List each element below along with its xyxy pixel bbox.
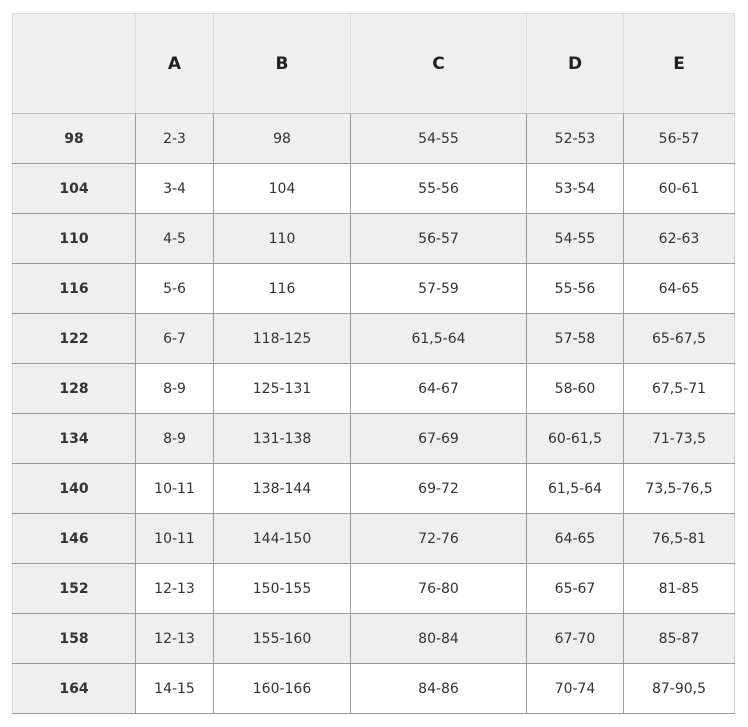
table-row: 104 3-4 104 55-56 53-54 60-61 [12, 163, 735, 214]
cell-b: 150-155 [213, 563, 351, 614]
cell-c: 69-72 [350, 463, 527, 514]
table-row: 110 4-5 110 56-57 54-55 62-63 [12, 213, 735, 264]
cell-d: 52-53 [526, 113, 624, 164]
cell-c: 54-55 [350, 113, 527, 164]
table-row: 98 2-3 98 54-55 52-53 56-57 [12, 113, 735, 164]
cell-d: 64-65 [526, 513, 624, 564]
cell-a: 10-11 [135, 513, 214, 564]
cell-c: 67-69 [350, 413, 527, 464]
cell-e: 85-87 [623, 613, 735, 664]
cell-size: 116 [12, 263, 136, 314]
cell-b: 110 [213, 213, 351, 264]
cell-d: 67-70 [526, 613, 624, 664]
header-cell-c: C [350, 13, 527, 114]
cell-e: 76,5-81 [623, 513, 735, 564]
cell-e: 67,5-71 [623, 363, 735, 414]
cell-size: 146 [12, 513, 136, 564]
cell-d: 60-61,5 [526, 413, 624, 464]
cell-a: 12-13 [135, 563, 214, 614]
cell-a: 14-15 [135, 663, 214, 714]
cell-e: 81-85 [623, 563, 735, 614]
cell-size: 98 [12, 113, 136, 164]
cell-e: 71-73,5 [623, 413, 735, 464]
cell-a: 6-7 [135, 313, 214, 364]
cell-d: 54-55 [526, 213, 624, 264]
table-row: 122 6-7 118-125 61,5-64 57-58 65-67,5 [12, 313, 735, 364]
cell-a: 3-4 [135, 163, 214, 214]
header-cell-corner [12, 13, 136, 114]
cell-e: 56-57 [623, 113, 735, 164]
cell-size: 104 [12, 163, 136, 214]
cell-b: 144-150 [213, 513, 351, 564]
table-row: 116 5-6 116 57-59 55-56 64-65 [12, 263, 735, 314]
cell-c: 55-56 [350, 163, 527, 214]
cell-c: 61,5-64 [350, 313, 527, 364]
table-row: 140 10-11 138-144 69-72 61,5-64 73,5-76,5 [12, 463, 735, 514]
cell-c: 84-86 [350, 663, 527, 714]
cell-d: 61,5-64 [526, 463, 624, 514]
header-row: A B C D E [12, 13, 735, 114]
cell-a: 10-11 [135, 463, 214, 514]
cell-c: 76-80 [350, 563, 527, 614]
cell-b: 125-131 [213, 363, 351, 414]
cell-a: 12-13 [135, 613, 214, 664]
cell-b: 116 [213, 263, 351, 314]
header-cell-a: A [135, 13, 214, 114]
cell-b: 138-144 [213, 463, 351, 514]
cell-size: 140 [12, 463, 136, 514]
cell-size: 128 [12, 363, 136, 414]
cell-c: 56-57 [350, 213, 527, 264]
cell-a: 8-9 [135, 363, 214, 414]
cell-e: 73,5-76,5 [623, 463, 735, 514]
cell-a: 5-6 [135, 263, 214, 314]
cell-e: 60-61 [623, 163, 735, 214]
header-cell-d: D [526, 13, 624, 114]
cell-b: 155-160 [213, 613, 351, 664]
cell-b: 131-138 [213, 413, 351, 464]
cell-d: 53-54 [526, 163, 624, 214]
cell-size: 164 [12, 663, 136, 714]
table-row: 128 8-9 125-131 64-67 58-60 67,5-71 [12, 363, 735, 414]
cell-size: 158 [12, 613, 136, 664]
cell-d: 55-56 [526, 263, 624, 314]
cell-d: 58-60 [526, 363, 624, 414]
cell-a: 8-9 [135, 413, 214, 464]
cell-size: 152 [12, 563, 136, 614]
table-row: 146 10-11 144-150 72-76 64-65 76,5-81 [12, 513, 735, 564]
cell-e: 62-63 [623, 213, 735, 264]
table-row: 134 8-9 131-138 67-69 60-61,5 71-73,5 [12, 413, 735, 464]
cell-size: 134 [12, 413, 136, 464]
cell-b: 118-125 [213, 313, 351, 364]
table-row: 164 14-15 160-166 84-86 70-74 87-90,5 [12, 663, 735, 714]
cell-a: 4-5 [135, 213, 214, 264]
cell-e: 64-65 [623, 263, 735, 314]
cell-d: 70-74 [526, 663, 624, 714]
cell-d: 65-67 [526, 563, 624, 614]
cell-e: 65-67,5 [623, 313, 735, 364]
cell-c: 72-76 [350, 513, 527, 564]
cell-c: 57-59 [350, 263, 527, 314]
cell-d: 57-58 [526, 313, 624, 364]
header-cell-b: B [213, 13, 351, 114]
cell-a: 2-3 [135, 113, 214, 164]
cell-b: 98 [213, 113, 351, 164]
table-row: 152 12-13 150-155 76-80 65-67 81-85 [12, 563, 735, 614]
cell-b: 160-166 [213, 663, 351, 714]
header-cell-e: E [623, 13, 735, 114]
cell-e: 87-90,5 [623, 663, 735, 714]
cell-c: 80-84 [350, 613, 527, 664]
table-row: 158 12-13 155-160 80-84 67-70 85-87 [12, 613, 735, 664]
size-chart-table: A B C D E 98 2-3 98 54-55 52-53 56-57 104 3-4 10… [12, 13, 735, 714]
cell-size: 110 [12, 213, 136, 264]
cell-c: 64-67 [350, 363, 527, 414]
cell-size: 122 [12, 313, 136, 364]
cell-b: 104 [213, 163, 351, 214]
